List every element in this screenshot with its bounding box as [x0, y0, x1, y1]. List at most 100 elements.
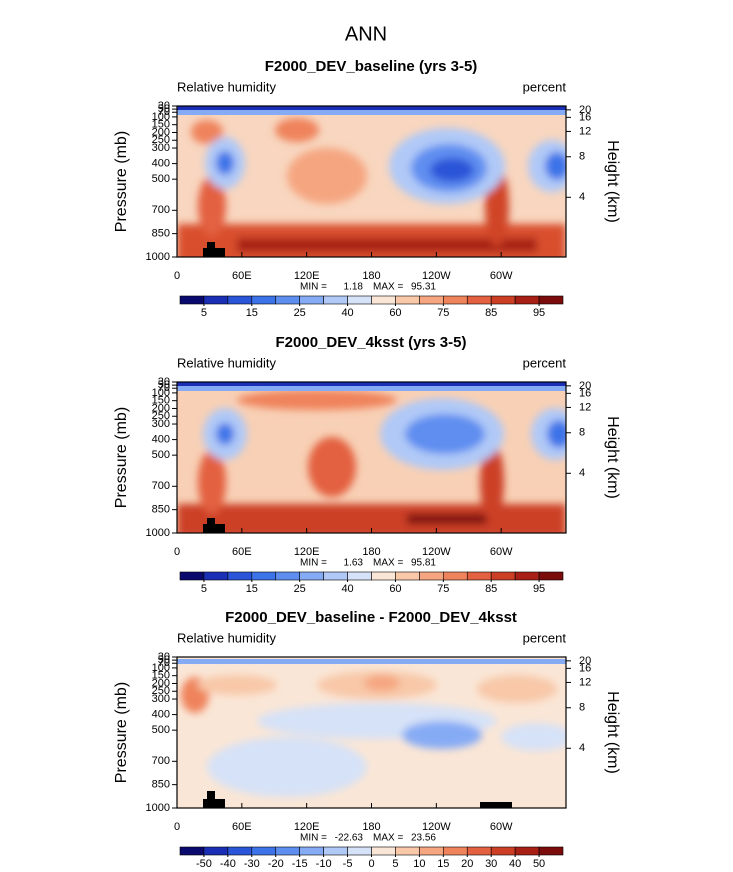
colorbar-box: [443, 295, 468, 305]
y-tick-label: 100: [152, 387, 170, 399]
colorbar-label: 40: [341, 307, 353, 319]
colorbar-box: [466, 846, 492, 856]
colorbar-box: [419, 846, 444, 856]
colorbar-label: -40: [220, 858, 236, 870]
x-tick-label: 60E: [232, 546, 252, 558]
y-tick-label: 700: [152, 480, 170, 492]
contour-field: [177, 657, 566, 808]
colorbar-box: [227, 846, 253, 856]
right-label: percent: [523, 79, 567, 94]
y-tick-label: 850: [152, 228, 170, 240]
x-tick-label: 0: [174, 270, 180, 282]
colorbar-box: [251, 846, 277, 856]
colorbar-box: [179, 295, 205, 305]
colorbar-label: 30: [485, 858, 497, 870]
colorbar-label: -20: [268, 858, 284, 870]
colorbar-label: 95: [533, 583, 545, 595]
colorbar-box: [299, 295, 324, 305]
y-axis-title: Pressure (mb): [113, 131, 130, 232]
max-value: 95.31: [411, 282, 436, 293]
colorbar-box: [299, 571, 324, 581]
colorbar-box: [514, 846, 540, 856]
colorbar-label: 15: [437, 858, 449, 870]
colorbar-box: [490, 846, 516, 856]
panel-title: F2000_DEV_4ksst (yrs 3-5): [276, 334, 467, 351]
colorbar-box: [538, 295, 564, 305]
x-tick-label: 120E: [294, 546, 320, 558]
y-tick-label: 700: [152, 755, 170, 767]
y2-axis-title: Height (km): [604, 416, 621, 499]
colorbar-label: -10: [316, 858, 332, 870]
colorbar-box: [419, 571, 444, 581]
y-tick-label: 250: [152, 410, 170, 422]
y-tick-label: 1000: [146, 527, 170, 539]
colorbar-label: -50: [196, 858, 212, 870]
colorbar-box: [466, 295, 492, 305]
y2-tick-label: 4: [579, 191, 585, 203]
colorbar-box: [371, 571, 396, 581]
colorbar-box: [490, 571, 516, 581]
colorbar-box: [395, 846, 420, 856]
x-tick-label: 60W: [490, 821, 513, 833]
y-tick-label: 400: [152, 709, 170, 721]
min-value: -22.63: [335, 833, 364, 844]
y-tick-label: 300: [152, 693, 170, 705]
y-axis-title: Pressure (mb): [113, 682, 130, 783]
y-tick-label: 50: [158, 654, 170, 666]
colorbar-box: [179, 846, 205, 856]
colorbar-box: [347, 295, 372, 305]
y2-tick-label: 8: [579, 427, 585, 439]
colorbar-box: [371, 846, 396, 856]
y-tick-label: 70: [158, 657, 170, 669]
y2-tick-label: 16: [579, 387, 591, 399]
y-tick-label: 150: [152, 395, 170, 407]
colorbar-box: [275, 846, 300, 856]
y-tick-label: 200: [152, 677, 170, 689]
x-tick-label: 120W: [422, 270, 451, 282]
colorbar-box: [490, 295, 516, 305]
y-tick-label: 500: [152, 724, 170, 736]
colorbar-label: 5: [201, 307, 207, 319]
colorbar-box: [419, 295, 444, 305]
contour-field: [177, 382, 566, 533]
max-label: MAX =: [373, 282, 403, 293]
y-tick-label: 500: [152, 173, 170, 185]
colorbar-box: [299, 846, 324, 856]
y2-tick-label: 12: [579, 125, 591, 137]
max-value: 23.56: [411, 833, 436, 844]
colorbar-label: -15: [292, 858, 308, 870]
x-tick-label: 60W: [490, 270, 513, 282]
x-tick-label: 60E: [232, 270, 252, 282]
contour-field: [177, 106, 566, 257]
y-tick-label: 700: [152, 204, 170, 216]
colorbar-label: -5: [343, 858, 353, 870]
colorbar-box: [251, 571, 277, 581]
colorbar-label: 25: [294, 307, 306, 319]
y-tick-label: 70: [158, 382, 170, 394]
colorbar-box: [347, 571, 372, 581]
colorbar-box: [275, 571, 300, 581]
colorbar-label: 15: [246, 307, 258, 319]
y2-tick-label: 12: [579, 401, 591, 413]
colorbar-label: 15: [246, 583, 258, 595]
y-tick-label: 100: [152, 662, 170, 674]
min-value: 1.18: [344, 282, 364, 293]
y-axis-title: Pressure (mb): [113, 407, 130, 508]
panel-title: F2000_DEV_baseline - F2000_DEV_4ksst: [225, 609, 517, 626]
colorbar-box: [538, 846, 564, 856]
y-tick-label: 400: [152, 434, 170, 446]
colorbar-label: 40: [341, 583, 353, 595]
y-tick-label: 50: [158, 103, 170, 115]
colorbar-box: [395, 295, 420, 305]
left-label: Relative humidity: [177, 355, 276, 370]
y2-tick-label: 8: [579, 151, 585, 163]
colorbar-box: [275, 295, 300, 305]
x-tick-label: 0: [174, 546, 180, 558]
y2-tick-label: 20: [579, 104, 591, 116]
colorbar-box: [323, 295, 348, 305]
colorbar-box: [466, 571, 492, 581]
colorbar-label: 5: [201, 583, 207, 595]
colorbar-label: 85: [485, 307, 497, 319]
y-tick-label: 30: [158, 100, 170, 112]
colorbar-box: [323, 571, 348, 581]
